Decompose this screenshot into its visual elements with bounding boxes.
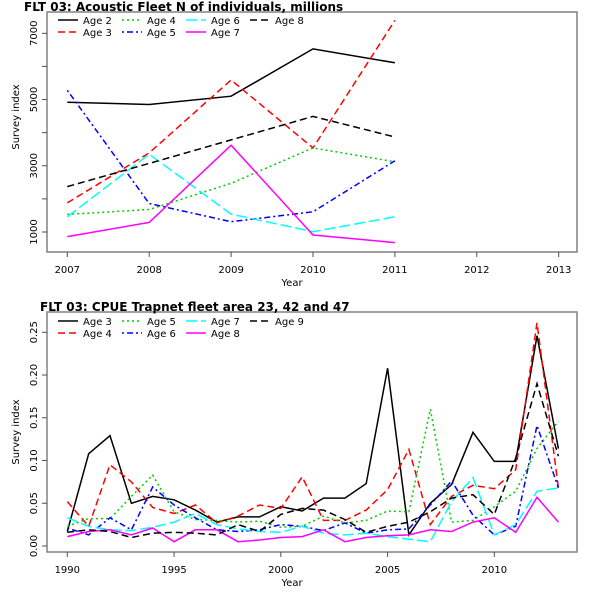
y-tick-label: 1000 (29, 219, 40, 244)
series-line-age-9 (67, 380, 560, 539)
x-tick-label: 2007 (55, 265, 80, 276)
legend-label: Age 6 (211, 16, 240, 27)
x-axis-label: Year (280, 578, 303, 589)
trapnet-cpue-chart: FLT 03: CPUE Trapnet fleet area 23, 42 a… (11, 300, 578, 589)
legend-label: Age 5 (147, 28, 176, 39)
legend-label: Age 9 (275, 317, 304, 328)
legend-item: Age 7 (186, 317, 240, 328)
legend-item: Age 3 (58, 28, 112, 39)
y-tick-label: 7000 (29, 21, 40, 46)
series-line-age-4 (66, 322, 560, 528)
series-line-age-6 (67, 422, 560, 536)
y-tick-label: 0.10 (29, 449, 40, 471)
legend-item: Age 8 (186, 329, 240, 340)
legend-label: Age 8 (275, 16, 304, 27)
plot-frame (46, 311, 578, 553)
legend-item: Age 5 (122, 317, 176, 328)
legend-label: Age 8 (211, 329, 240, 340)
x-tick-label: 2012 (464, 265, 489, 276)
plot-frame (46, 11, 578, 253)
series-lines (66, 19, 396, 244)
series-line-age-5 (66, 89, 396, 223)
x-tick-label: 2005 (375, 565, 400, 576)
legend-item: Age 3 (58, 317, 112, 328)
y-axis-label: Survey index (11, 84, 22, 149)
y-tick-label: 0.00 (29, 535, 40, 557)
legend-item: Age 5 (122, 28, 176, 39)
series-line-age-3 (66, 335, 560, 537)
legend-item: Age 6 (186, 16, 240, 27)
series-line-age-8 (67, 115, 396, 188)
x-tick-label: 2008 (136, 265, 161, 276)
legend-item: Age 4 (122, 16, 176, 27)
legend-label: Age 5 (147, 317, 176, 328)
legend-label: Age 4 (147, 16, 176, 27)
chart-title: FLT 03: CPUE Trapnet fleet area 23, 42 a… (40, 300, 350, 314)
x-tick-label: 2010 (300, 265, 325, 276)
series-line-age-6 (66, 153, 396, 233)
legend-label: Age 3 (83, 317, 112, 328)
x-tick-label: 2000 (268, 565, 293, 576)
legend-label: Age 3 (83, 28, 112, 39)
y-axis-label: Survey index (11, 399, 22, 464)
series-line-age-7 (67, 144, 395, 244)
x-axis-label: Year (280, 278, 303, 289)
x-tick-label: 1990 (55, 565, 80, 576)
series-line-age-2 (67, 48, 396, 106)
legend-label: Age 2 (83, 16, 112, 27)
legend-item: Age 9 (250, 317, 304, 328)
legend-label: Age 7 (211, 28, 240, 39)
series-line-age-8 (67, 496, 559, 543)
series-line-age-7 (67, 476, 559, 543)
series-lines (66, 322, 560, 543)
chart-title: FLT 03: Acoustic Fleet N of individuals,… (24, 0, 343, 14)
legend-item: Age 7 (186, 28, 240, 39)
x-tick-label: 2009 (218, 265, 243, 276)
legend-item: Age 8 (250, 16, 304, 27)
y-tick-label: 3000 (29, 153, 40, 178)
y-tick-label: 5000 (29, 87, 40, 112)
legend-label: Age 7 (211, 317, 240, 328)
series-line-age-3 (66, 19, 396, 204)
y-tick-label: 0.05 (29, 492, 40, 514)
acoustic-fleet-chart: FLT 03: Acoustic Fleet N of individuals,… (11, 0, 578, 289)
x-tick-label: 2010 (482, 565, 507, 576)
legend-item: Age 6 (122, 329, 176, 340)
x-tick-label: 2011 (382, 265, 407, 276)
y-tick-label: 0.25 (29, 321, 40, 343)
x-tick-label: 1995 (161, 565, 186, 576)
legend-label: Age 6 (147, 329, 176, 340)
y-tick-label: 0.20 (29, 364, 40, 386)
x-tick-label: 2013 (546, 265, 571, 276)
series-line-age-4 (67, 147, 396, 216)
y-tick-label: 0.15 (29, 407, 40, 429)
legend-item: Age 2 (58, 16, 112, 27)
legend-label: Age 4 (83, 329, 112, 340)
legend-item: Age 4 (58, 329, 112, 340)
